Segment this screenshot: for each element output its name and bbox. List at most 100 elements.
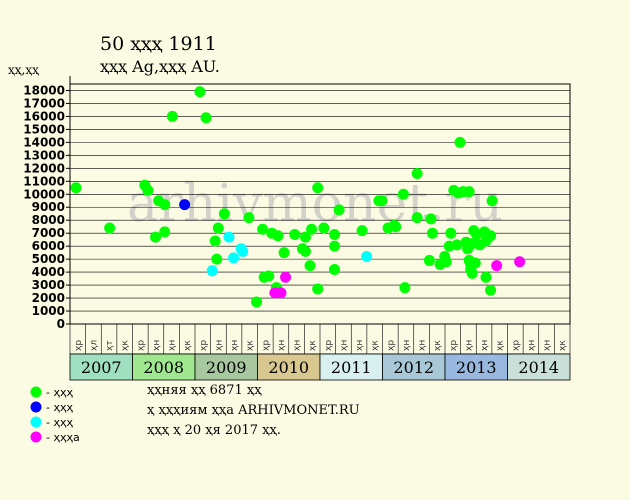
x-tick-label: ҳн bbox=[527, 340, 537, 351]
data-point-series-0 bbox=[257, 223, 269, 235]
year-band-2013 bbox=[444, 353, 508, 381]
legend-label: - ҳҳҳ bbox=[46, 416, 73, 429]
y-tick-label: 8000 bbox=[32, 213, 65, 227]
x-tick-label: ҳн bbox=[480, 340, 490, 351]
x-tick-label: ҳр bbox=[386, 340, 396, 351]
data-point-series-2 bbox=[237, 245, 249, 257]
chart-subtitle: ҳҳҳ Ag,ҳҳҳ AU. bbox=[100, 57, 220, 76]
year-label: 2013 bbox=[456, 358, 497, 377]
year-label: 2014 bbox=[518, 358, 559, 377]
data-point-series-0 bbox=[469, 257, 481, 269]
data-point-series-0 bbox=[463, 186, 475, 198]
x-tick-label: ҳн bbox=[464, 340, 474, 351]
x-tick-label: ҳн bbox=[277, 340, 287, 351]
year-band-2012 bbox=[382, 353, 446, 381]
x-axis-ticks: ҳр ҳл ҳт ҳк ҳр ҳн ҳн ҳк ҳр ҳн ҳн ҳк ҳр ҳн ҳн ҳк ҳр ҳн ҳн ҳк… bbox=[69, 324, 571, 355]
y-tick-label: 14000 bbox=[23, 135, 65, 149]
data-point-series-0 bbox=[423, 254, 435, 266]
x-tick-label: ҳт bbox=[105, 340, 115, 351]
data-point-series-3 bbox=[280, 271, 292, 283]
x-tick-label: ҳк bbox=[558, 340, 568, 351]
x-tick-label: ҳк bbox=[308, 340, 318, 351]
data-point-series-0 bbox=[200, 112, 212, 124]
data-point-series-0 bbox=[411, 212, 423, 224]
data-point-series-0 bbox=[104, 222, 116, 234]
data-point-series-0 bbox=[486, 195, 498, 207]
data-point-series-0 bbox=[329, 240, 341, 252]
y-tick-label: 17000 bbox=[23, 96, 65, 110]
y-tick-label: 5000 bbox=[32, 252, 65, 266]
x-tick-label: ҳн bbox=[152, 340, 162, 351]
year-label: 2010 bbox=[268, 358, 309, 377]
y-tick-label: 3000 bbox=[32, 278, 65, 292]
legend-label: - ҳҳҳ bbox=[46, 401, 73, 414]
data-point-series-0 bbox=[466, 267, 478, 279]
y-tick-label: 4000 bbox=[32, 265, 65, 279]
data-point-series-0 bbox=[333, 204, 345, 216]
y-tick-label: 15000 bbox=[23, 122, 65, 136]
y-tick-label: 12000 bbox=[23, 161, 65, 175]
x-tick-label: ҳл bbox=[89, 340, 99, 351]
data-point-series-0 bbox=[454, 136, 466, 148]
data-point-series-0 bbox=[212, 222, 224, 234]
data-point-series-0 bbox=[485, 284, 497, 296]
x-tick-label: ҳк bbox=[433, 340, 443, 351]
year-band-2007 bbox=[69, 353, 133, 381]
data-points bbox=[70, 86, 526, 308]
data-point-series-0 bbox=[411, 168, 423, 180]
x-tick-label: ҳн bbox=[214, 340, 224, 351]
y-tick-label: 11000 bbox=[23, 174, 65, 188]
data-point-series-0 bbox=[312, 182, 324, 194]
year-bands: 2007 2008 2009 2010 2011 2012 2013 2014 bbox=[69, 353, 571, 381]
data-point-series-0 bbox=[451, 239, 463, 251]
x-tick-label: ҳр bbox=[136, 340, 146, 351]
year-label: 2011 bbox=[331, 358, 372, 377]
data-point-series-0 bbox=[299, 245, 311, 257]
x-tick-label: ҳн bbox=[230, 340, 240, 351]
data-point-series-0 bbox=[211, 253, 223, 265]
legend-marker bbox=[30, 386, 42, 398]
y-tick-label: 9000 bbox=[32, 200, 65, 214]
data-point-series-0 bbox=[425, 213, 437, 225]
data-point-series-0 bbox=[312, 283, 324, 295]
data-point-series-0 bbox=[159, 199, 171, 211]
x-tick-label: ҳк bbox=[246, 340, 256, 351]
data-point-series-1 bbox=[179, 199, 191, 211]
y-tick-label: 10000 bbox=[23, 187, 65, 201]
data-point-series-3 bbox=[514, 256, 526, 268]
legend: - ҳҳҳ - ҳҳҳ - ҳҳҳ - ҳҳҳа bbox=[30, 386, 80, 444]
year-label: 2007 bbox=[81, 358, 122, 377]
data-point-series-0 bbox=[445, 227, 457, 239]
data-point-series-0 bbox=[166, 110, 178, 122]
info-average: ҳҳняя ҳҳ 6871 ҳҳ bbox=[147, 383, 262, 398]
year-band-2009 bbox=[194, 353, 258, 381]
data-point-series-2 bbox=[223, 231, 235, 243]
data-point-series-0 bbox=[356, 225, 368, 237]
chart-title: 50 ҳҳҳ 1911 bbox=[100, 33, 217, 55]
x-tick-label: ҳр bbox=[449, 340, 459, 351]
data-point-series-0 bbox=[399, 282, 411, 294]
data-point-series-0 bbox=[159, 226, 171, 238]
data-point-series-0 bbox=[440, 256, 452, 268]
x-tick-label: ҳн bbox=[293, 340, 303, 351]
data-point-series-3 bbox=[491, 260, 503, 272]
data-point-series-0 bbox=[397, 188, 409, 200]
legend-marker bbox=[30, 416, 42, 428]
year-band-2008 bbox=[132, 353, 196, 381]
year-band-2010 bbox=[257, 353, 321, 381]
y-tick-label: 7000 bbox=[32, 226, 65, 240]
data-point-series-0 bbox=[70, 182, 82, 194]
data-point-series-3 bbox=[275, 287, 287, 299]
year-label: 2012 bbox=[393, 358, 434, 377]
x-tick-label: ҳн bbox=[418, 340, 428, 351]
y-tick-label: 1000 bbox=[32, 304, 65, 318]
data-point-series-0 bbox=[306, 223, 318, 235]
year-label: 2009 bbox=[206, 358, 247, 377]
x-tick-label: ҳк bbox=[371, 340, 381, 351]
data-point-series-0 bbox=[485, 230, 497, 242]
x-tick-label: ҳк bbox=[183, 340, 193, 351]
x-tick-label: ҳр bbox=[324, 340, 334, 351]
year-label: 2008 bbox=[143, 358, 184, 377]
y-axis-ticks: 0100020003000400050006000700080009000100… bbox=[23, 83, 70, 331]
